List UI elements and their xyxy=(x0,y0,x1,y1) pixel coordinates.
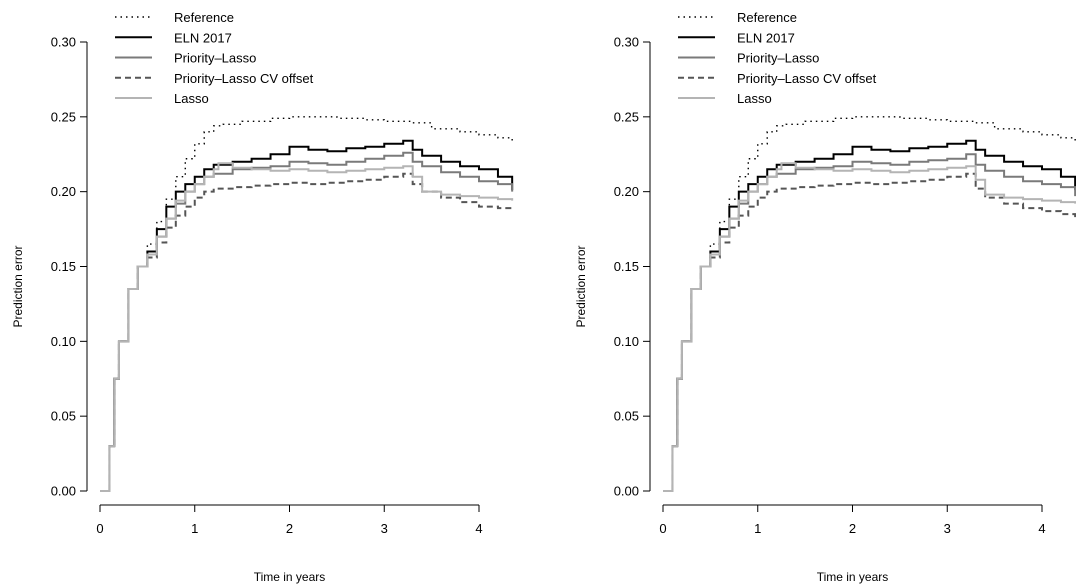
y-axis-label: Prediction error xyxy=(11,245,25,327)
y-tick-label: 0.00 xyxy=(614,484,639,499)
series-line-2 xyxy=(663,139,1076,492)
x-tick-label: 4 xyxy=(475,521,482,536)
x-tick-label: 1 xyxy=(754,521,761,536)
series-line-5 xyxy=(663,162,1076,492)
y-tick-label: 0.05 xyxy=(51,409,76,424)
y-tick-label: 0.20 xyxy=(51,184,76,199)
legend-label-2: ELN 2017 xyxy=(174,30,232,45)
legend-label-3: Priority–Lasso xyxy=(174,51,256,66)
legend: Reference ELN 2017 Priority–Lasso Priority–… xyxy=(115,10,314,106)
chart-panel-1: 0.00 0.05 0.10 0.15 0.20 0.25 0.30 0 1 2 3 4 Time in… xyxy=(11,10,514,584)
x-tick-label: 0 xyxy=(659,521,666,536)
series-line-1 xyxy=(663,116,1076,492)
y-tick-label: 0.25 xyxy=(614,109,639,124)
legend-label-1: Reference xyxy=(174,10,234,25)
x-tick-label: 3 xyxy=(381,521,388,536)
legend-label-3: Priority–Lasso xyxy=(737,51,819,66)
x-axis-label: Time in years xyxy=(254,570,326,584)
y-axis-label: Prediction error xyxy=(574,245,588,327)
y-tick-label: 0.10 xyxy=(51,334,76,349)
x-tick-label: 2 xyxy=(286,521,293,536)
y-tick-label: 0.15 xyxy=(51,259,76,274)
series-line-3 xyxy=(100,151,514,492)
x-tick-label: 2 xyxy=(849,521,856,536)
chart-panel-2: 0.00 0.05 0.10 0.15 0.20 0.25 0.30 0 1 2 3 4 Time in… xyxy=(574,10,1076,584)
series-line-2 xyxy=(100,139,514,492)
x-tick-label: 1 xyxy=(191,521,198,536)
y-tick-label: 0.05 xyxy=(614,409,639,424)
y-tick-label: 0.00 xyxy=(51,484,76,499)
y-tick-label: 0.30 xyxy=(51,35,76,50)
y-tick-label: 0.30 xyxy=(614,35,639,50)
series-line-5 xyxy=(100,162,514,492)
x-tick-label: 3 xyxy=(944,521,951,536)
x-tick-label: 0 xyxy=(96,521,103,536)
y-tick-label: 0.20 xyxy=(614,184,639,199)
legend-label-5: Lasso xyxy=(737,91,772,106)
legend-label-4: Priority–Lasso CV offset xyxy=(737,71,877,86)
y-tick-label: 0.15 xyxy=(614,259,639,274)
y-tick-label: 0.10 xyxy=(614,334,639,349)
legend-label-2: ELN 2017 xyxy=(737,30,795,45)
series-line-3 xyxy=(663,153,1076,492)
x-tick-label: 4 xyxy=(1038,521,1045,536)
legend-label-1: Reference xyxy=(737,10,797,25)
legend: Reference ELN 2017 Priority–Lasso Priority–… xyxy=(678,10,877,106)
plot-area xyxy=(100,116,514,492)
legend-label-4: Priority–Lasso CV offset xyxy=(174,71,314,86)
y-tick-label: 0.25 xyxy=(51,109,76,124)
plot-area xyxy=(663,116,1076,492)
x-axis-label: Time in years xyxy=(817,570,889,584)
legend-label-5: Lasso xyxy=(174,91,209,106)
